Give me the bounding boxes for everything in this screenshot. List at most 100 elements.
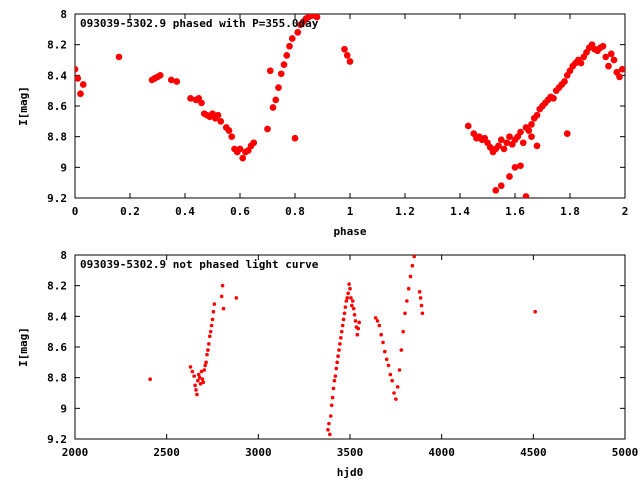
data-point bbox=[198, 382, 203, 386]
data-point bbox=[326, 428, 330, 432]
data-point bbox=[397, 368, 402, 372]
y-tick-label: 8.6 bbox=[47, 100, 67, 113]
data-point bbox=[528, 121, 535, 128]
data-point bbox=[550, 94, 557, 102]
data-point bbox=[228, 133, 236, 141]
data-point bbox=[339, 336, 343, 340]
data-point bbox=[495, 142, 502, 150]
x-tick-label: 0 bbox=[72, 205, 79, 218]
data-point bbox=[386, 363, 391, 368]
x-tick-label: 1.4 bbox=[450, 205, 470, 218]
data-point bbox=[272, 96, 280, 104]
data-point bbox=[75, 65, 79, 73]
data-point bbox=[209, 323, 214, 328]
data-point bbox=[345, 296, 350, 300]
data-point bbox=[492, 186, 500, 194]
data-point bbox=[525, 127, 533, 134]
data-point bbox=[563, 71, 571, 79]
data-point bbox=[328, 432, 332, 437]
data-point bbox=[338, 342, 342, 346]
data-point bbox=[203, 363, 207, 368]
data-point bbox=[599, 42, 607, 50]
data-point bbox=[405, 299, 409, 303]
y-tick-label: 8 bbox=[60, 249, 67, 262]
data-points bbox=[148, 255, 537, 437]
data-point bbox=[607, 50, 615, 58]
data-point bbox=[384, 357, 389, 362]
data-point bbox=[269, 104, 277, 111]
x-tick-label: 1.2 bbox=[395, 205, 415, 218]
data-point bbox=[497, 136, 505, 144]
data-point bbox=[395, 385, 400, 389]
data-point bbox=[375, 319, 380, 323]
data-point bbox=[613, 68, 621, 76]
data-point bbox=[533, 111, 541, 119]
data-point bbox=[605, 62, 612, 70]
x-tick-label: 0.6 bbox=[230, 205, 250, 218]
data-point bbox=[420, 311, 425, 316]
data-point bbox=[206, 348, 210, 352]
data-point bbox=[406, 286, 411, 291]
data-point bbox=[195, 392, 199, 397]
data-point bbox=[327, 421, 331, 426]
data-point bbox=[204, 360, 208, 365]
data-point bbox=[341, 317, 346, 322]
data-point bbox=[519, 139, 527, 147]
data-point bbox=[220, 283, 225, 288]
data-point bbox=[346, 291, 350, 296]
x-tick-label: 4000 bbox=[428, 446, 455, 459]
data-point bbox=[219, 294, 224, 299]
data-point bbox=[401, 329, 405, 334]
x-tick-label: 2500 bbox=[153, 446, 180, 459]
y-tick-label: 8.6 bbox=[47, 341, 67, 354]
data-point bbox=[339, 329, 344, 334]
data-point bbox=[207, 342, 211, 346]
data-point bbox=[250, 139, 258, 147]
data-point bbox=[236, 145, 244, 153]
data-point bbox=[332, 378, 337, 383]
x-tick-label: 1.8 bbox=[560, 205, 580, 218]
data-point bbox=[340, 323, 345, 328]
data-point bbox=[528, 133, 535, 141]
data-point bbox=[313, 14, 321, 21]
y-tick-label: 8.4 bbox=[47, 69, 67, 82]
data-point bbox=[347, 282, 351, 286]
data-point bbox=[522, 193, 530, 198]
x-tick-label: 3000 bbox=[245, 446, 272, 459]
data-point bbox=[208, 329, 213, 334]
x-axis-label: phase bbox=[333, 225, 366, 238]
data-point bbox=[288, 35, 296, 42]
data-point bbox=[188, 365, 193, 369]
data-point bbox=[239, 154, 247, 162]
data-point bbox=[410, 263, 415, 268]
data-point bbox=[192, 374, 196, 378]
data-point bbox=[200, 377, 205, 382]
data-point bbox=[503, 139, 511, 147]
y-tick-label: 8.2 bbox=[47, 39, 67, 52]
data-point bbox=[392, 391, 396, 395]
data-point bbox=[193, 383, 197, 388]
data-point bbox=[291, 134, 299, 142]
data-point bbox=[190, 369, 195, 374]
data-point bbox=[336, 354, 340, 359]
data-point bbox=[508, 140, 516, 148]
x-tick-label: 0.8 bbox=[285, 205, 305, 218]
data-point bbox=[610, 56, 618, 64]
data-point bbox=[214, 111, 222, 119]
y-tick-label: 8.8 bbox=[47, 372, 67, 385]
data-point bbox=[352, 313, 357, 317]
data-point bbox=[342, 311, 347, 316]
data-point bbox=[511, 163, 519, 171]
data-point bbox=[275, 84, 282, 91]
data-point bbox=[356, 326, 361, 331]
data-point bbox=[167, 76, 175, 84]
data-point bbox=[334, 366, 339, 371]
data-point bbox=[517, 162, 524, 170]
data-point bbox=[202, 368, 207, 372]
data-point bbox=[350, 303, 354, 308]
data-point bbox=[187, 94, 194, 102]
x-tick-label: 0.2 bbox=[120, 205, 140, 218]
data-point bbox=[195, 94, 203, 102]
data-point bbox=[331, 386, 336, 391]
y-tick-label: 8.8 bbox=[47, 131, 67, 144]
